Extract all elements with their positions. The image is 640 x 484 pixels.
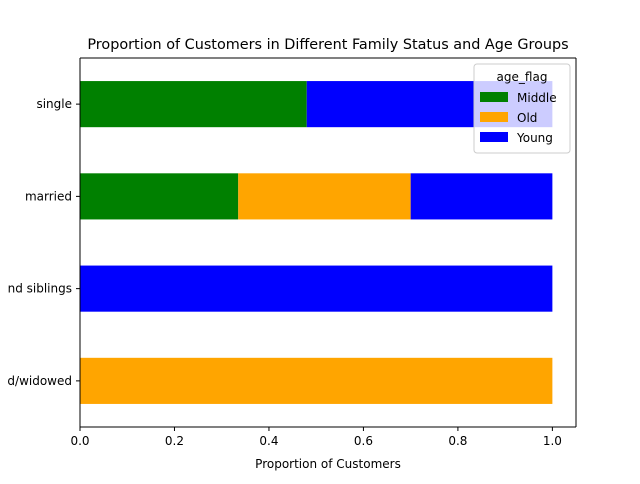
x-tick-label: 0.0 <box>70 434 89 448</box>
legend: age_flag Middle Old Young <box>473 63 571 154</box>
legend-title: age_flag <box>497 70 548 84</box>
legend-label-middle: Middle <box>517 91 557 105</box>
x-tick-label: 0.4 <box>259 434 278 448</box>
legend-box <box>473 63 571 154</box>
axes-layer: 0.0 0.2 0.4 0.6 0.8 1.0 single married nd siblin… <box>7 57 577 448</box>
y-tick-label: single <box>36 97 72 111</box>
legend-swatch-young <box>480 132 508 142</box>
bar-old-3 <box>80 357 553 404</box>
x-tick-label: 0.6 <box>354 434 373 448</box>
x-tick-label: 0.2 <box>165 434 184 448</box>
bar-middle-1 <box>80 173 239 220</box>
bar-old-1 <box>238 173 411 220</box>
chart-title: Proportion of Customers in Different Fam… <box>87 37 568 53</box>
legend-label-young: Young <box>516 131 553 145</box>
x-tick-label: 1.0 <box>543 434 562 448</box>
legend-swatch-old <box>480 112 508 122</box>
legend-swatch-middle <box>480 92 508 102</box>
legend-label-old: Old <box>517 111 537 125</box>
y-tick-label: d/widowed <box>7 374 72 388</box>
bar-young-1 <box>410 173 553 220</box>
y-tick-label: nd siblings <box>8 282 72 296</box>
y-tick-label: married <box>25 189 72 203</box>
x-axis-label: Proportion of Customers <box>255 457 401 471</box>
x-tick-label: 0.8 <box>448 434 467 448</box>
bar-middle-0 <box>80 81 307 128</box>
bar-young-2 <box>80 265 553 312</box>
